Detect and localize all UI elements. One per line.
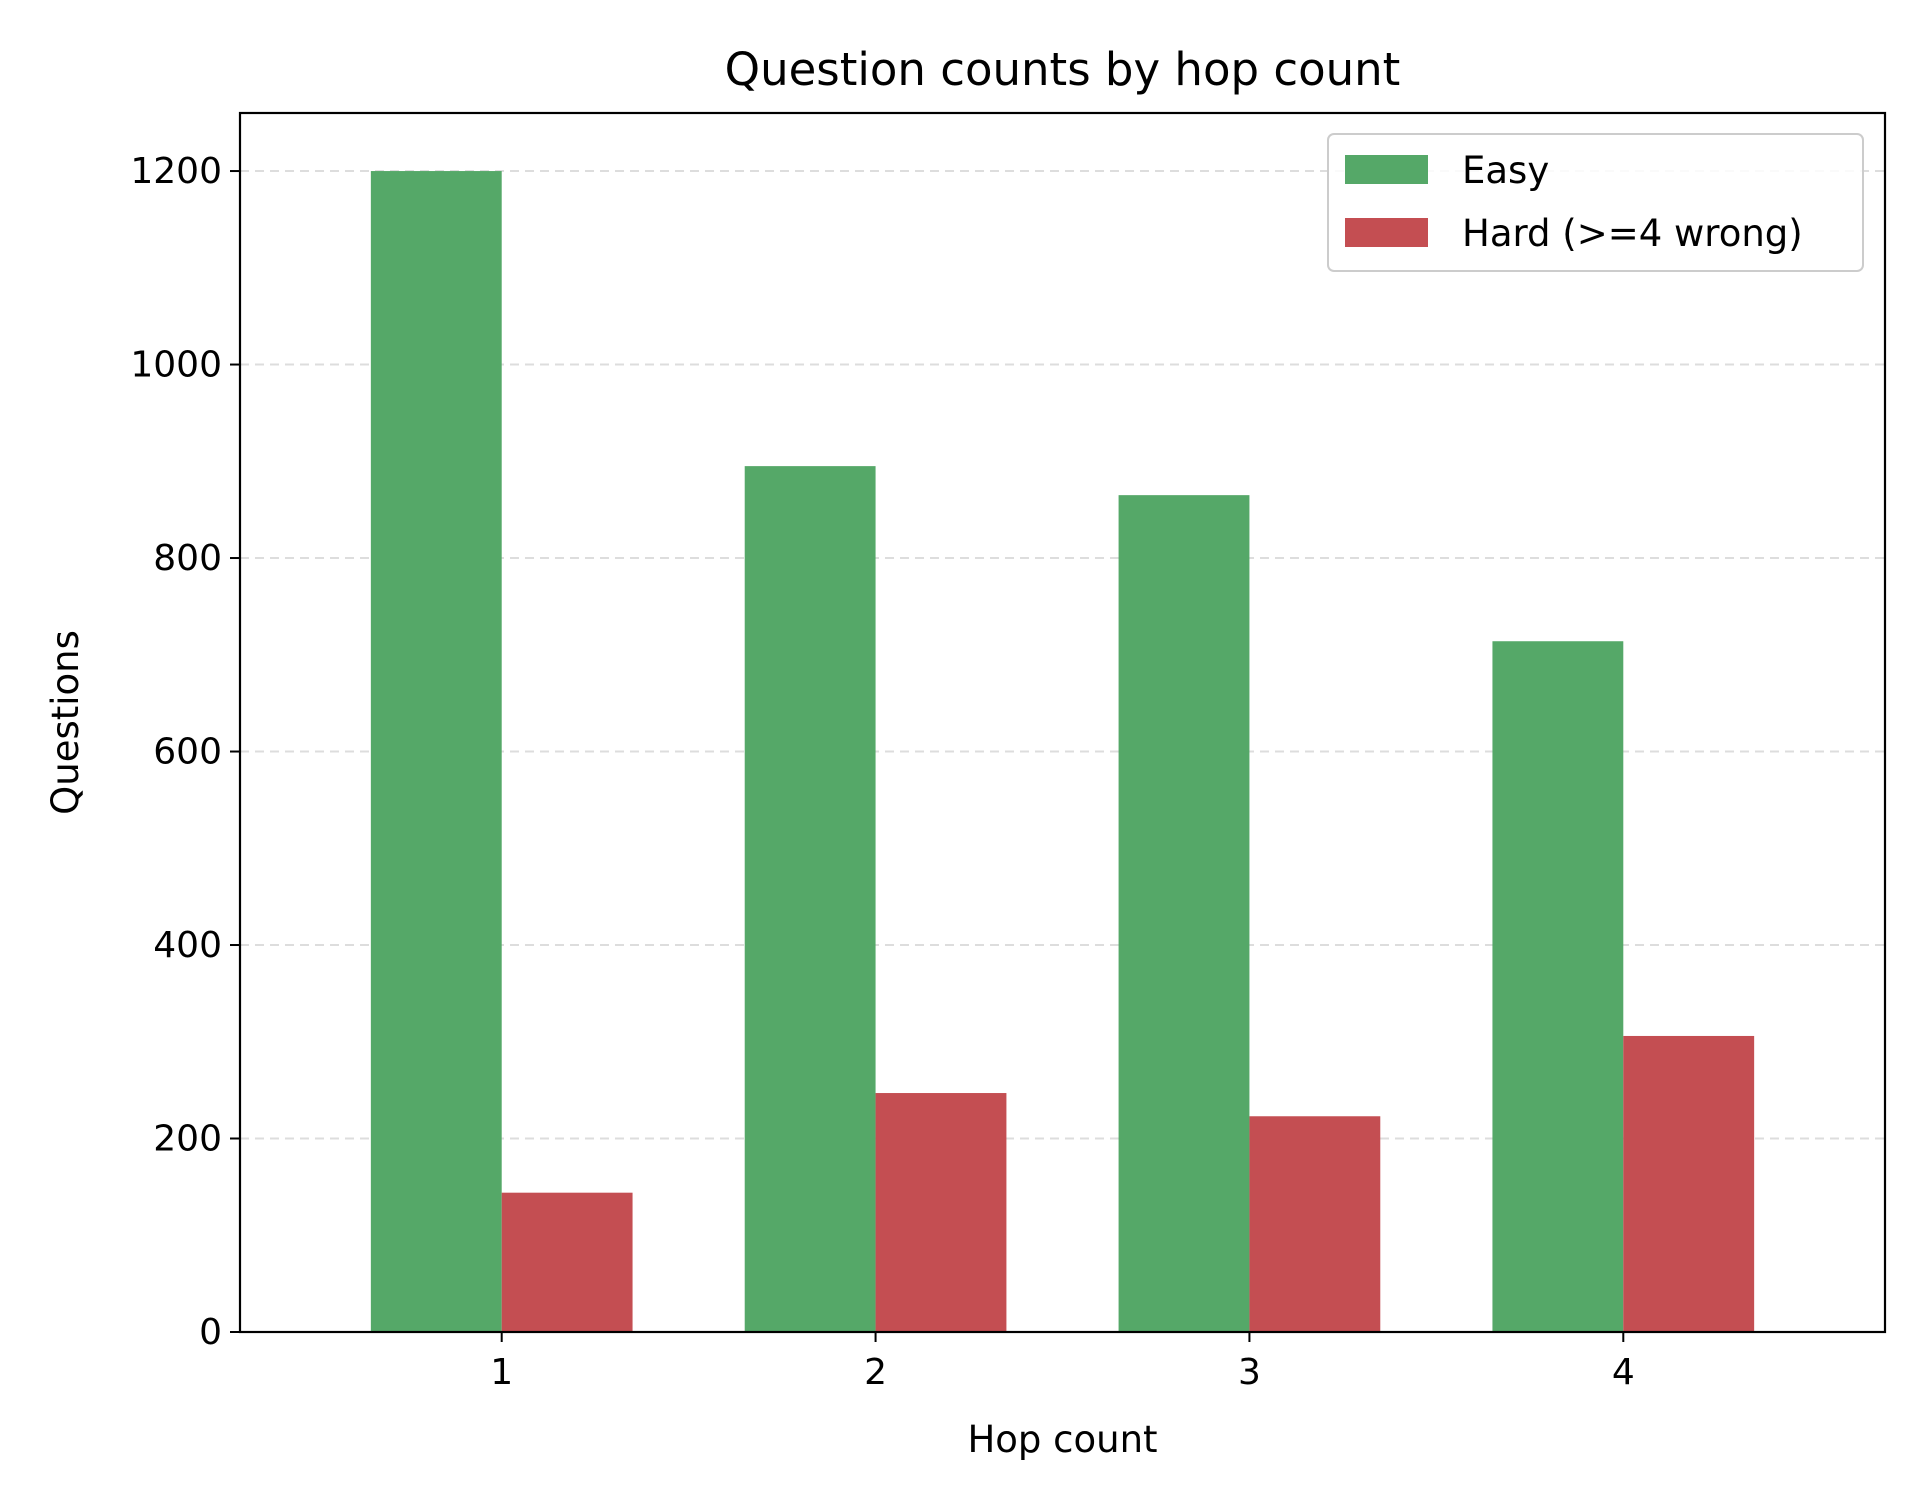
x-axis-label: Hop count — [967, 1418, 1157, 1461]
y-axis-label: Questions — [44, 630, 87, 815]
bar-easy-1 — [370, 171, 502, 1333]
x-tick-label: 1 — [490, 1352, 513, 1393]
legend-label-easy: Easy — [1462, 149, 1549, 192]
legend: Easy Hard (>=4 wrong) — [1327, 133, 1864, 272]
bar-easy-2 — [744, 466, 876, 1332]
y-tick-label: 1000 — [130, 345, 222, 386]
y-tick-label: 200 — [153, 1119, 222, 1160]
legend-swatch-hard — [1345, 218, 1428, 247]
bars — [370, 171, 1755, 1333]
bar-hard-2 — [875, 1093, 1007, 1332]
y-tick-label: 600 — [153, 732, 222, 773]
legend-swatch-easy — [1345, 155, 1428, 184]
x-tick-label: 4 — [1612, 1352, 1635, 1393]
bar-hard-4 — [1623, 1035, 1755, 1332]
bar-easy-3 — [1118, 495, 1250, 1332]
x-tick-label: 3 — [1238, 1352, 1261, 1393]
bar-easy-4 — [1492, 641, 1624, 1332]
y-tick-label: 800 — [153, 538, 222, 579]
y-tick-label: 400 — [153, 925, 222, 966]
legend-label-hard: Hard (>=4 wrong) — [1462, 212, 1803, 255]
y-tick-label: 1200 — [130, 151, 222, 192]
bar-hard-1 — [501, 1192, 633, 1332]
y-tick-label: 0 — [199, 1312, 222, 1353]
bar-hard-3 — [1249, 1116, 1381, 1332]
plot-frame — [238, 111, 1887, 1334]
ticks: 0 200 400 600 800 1000 1200 1 2 3 4 — [130, 151, 1634, 1393]
chart-title: Question counts by hop count — [725, 43, 1401, 96]
axes — [238, 111, 1887, 1334]
legend-box — [1327, 133, 1864, 272]
x-tick-label: 2 — [864, 1352, 887, 1393]
